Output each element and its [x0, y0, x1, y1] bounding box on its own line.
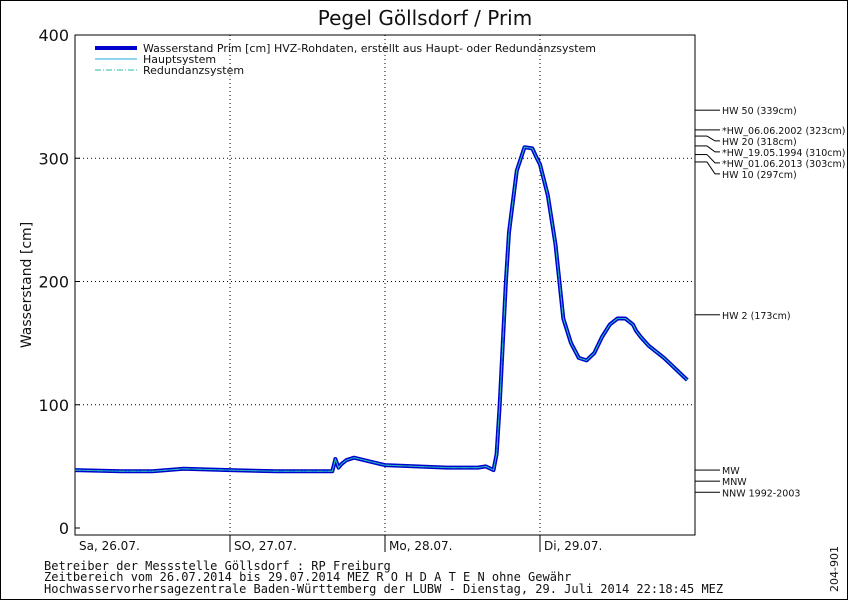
chart-title: Pegel Göllsdorf / Prim	[318, 6, 532, 30]
legend-label: Redundanzsystem	[143, 64, 244, 77]
chart-id: 204-901	[828, 546, 841, 592]
y-tick-label: 400	[38, 26, 69, 45]
footer-operator: Betreiber der Messstelle Göllsdorf : RP …	[44, 559, 391, 573]
ref-label: *HW_06.06.2002 (323cm)	[722, 126, 845, 137]
footer-source: Hochwasservorhersagezentrale Baden-Württ…	[44, 582, 723, 596]
y-tick-label: 200	[38, 273, 69, 292]
ref-label: MNW	[722, 477, 747, 488]
ref-label: HW 2 (173cm)	[722, 311, 791, 322]
y-axis-ticks: 0 100 200 300 400	[38, 26, 80, 538]
ref-label: *HW_01.06.2013 (303cm)	[722, 159, 845, 170]
ref-leader	[706, 154, 720, 164]
ref-leader	[706, 135, 720, 142]
y-tick-label: 0	[59, 519, 69, 538]
y-tick-label: 300	[38, 149, 69, 168]
series-line-redundanz	[74, 146, 688, 472]
legend: Wasserstand Prim [cm] HVZ-Rohdaten, erst…	[95, 42, 596, 77]
grid-lines	[75, 35, 695, 535]
series-lines	[74, 145, 689, 474]
day-axis-bar: Sa, 26.07. SO, 27.07. Mo, 28.07. Di, 29.07.	[75, 534, 695, 553]
ref-leader	[706, 161, 720, 175]
ref-leader	[706, 145, 720, 153]
day-label: Sa, 26.07.	[79, 539, 140, 553]
day-label: SO, 27.07.	[234, 539, 297, 553]
ref-label: *HW_19.05.1994 (310cm)	[722, 148, 845, 159]
y-tick-label: 100	[38, 396, 69, 415]
y-axis-label: Wasserstand [cm]	[19, 222, 35, 348]
reference-levels: HW 50 (339cm) *HW_06.06.2002 (323cm)HW 20…	[695, 106, 845, 499]
legend-label: Hauptsystem	[143, 53, 216, 66]
ref-label: MW	[722, 466, 740, 477]
footer-time-range: Zeitbereich vom 26.07.2014 bis 29.07.201…	[44, 570, 571, 584]
ref-label: HW 50 (339cm)	[722, 106, 797, 117]
day-label: Di, 29.07.	[544, 539, 602, 553]
day-label: Mo, 28.07.	[389, 539, 453, 553]
ref-label: HW 20 (318cm)	[722, 137, 797, 148]
legend-label: Wasserstand Prim [cm] HVZ-Rohdaten, erst…	[143, 42, 596, 55]
ref-label: NNW 1992-2003	[722, 488, 800, 499]
ref-label: HW 10 (297cm)	[722, 170, 797, 181]
